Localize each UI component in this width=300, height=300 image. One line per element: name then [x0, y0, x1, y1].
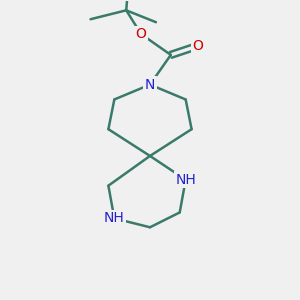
Text: NH: NH	[104, 212, 125, 225]
Text: O: O	[192, 39, 203, 53]
Text: O: O	[136, 27, 146, 41]
Text: NH: NH	[175, 173, 196, 187]
Text: N: N	[145, 78, 155, 92]
